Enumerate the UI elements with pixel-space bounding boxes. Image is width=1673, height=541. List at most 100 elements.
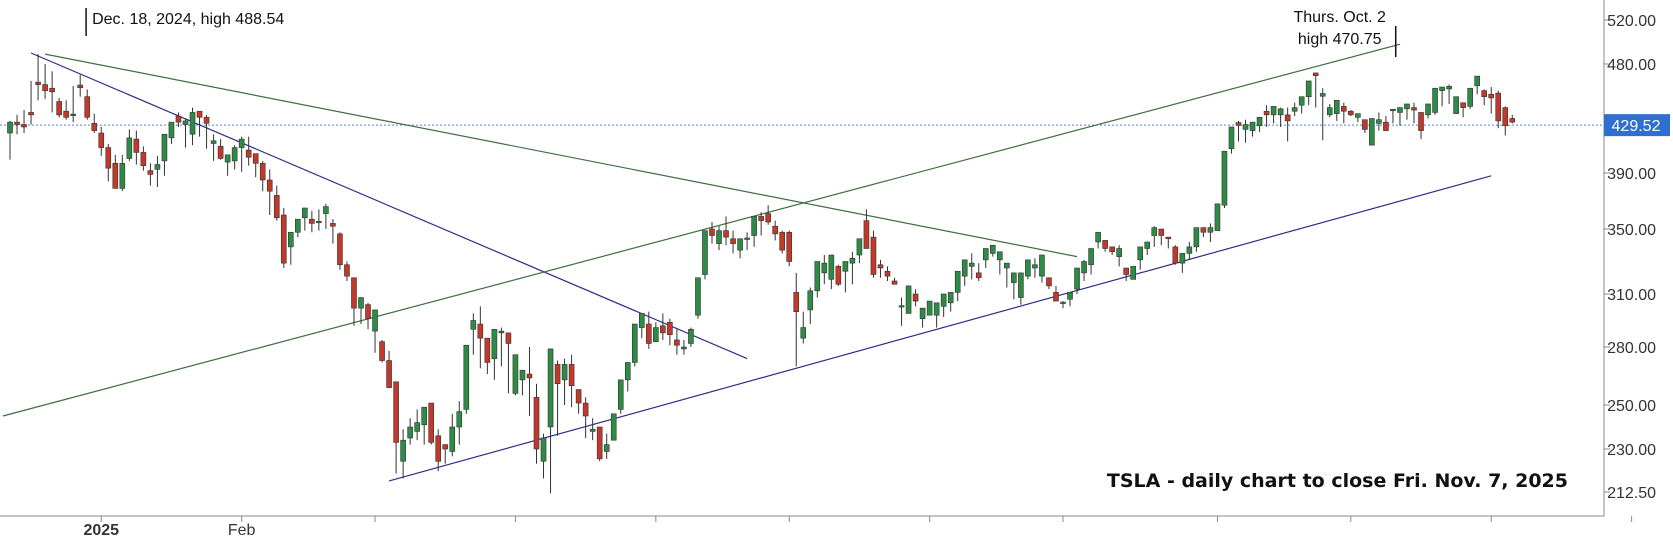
candle-body (456, 411, 463, 428)
candle-body (1074, 267, 1080, 290)
candle-body (449, 426, 456, 452)
candle (372, 309, 378, 353)
candle (1214, 203, 1221, 231)
candle (435, 429, 442, 472)
candle (407, 418, 413, 445)
candle-body (1341, 106, 1347, 112)
candle (140, 146, 147, 171)
candle (365, 302, 371, 330)
candle-body (168, 121, 175, 139)
candle-body (1221, 150, 1228, 206)
candle (1116, 245, 1122, 267)
candle (772, 220, 778, 241)
candle (1305, 80, 1312, 106)
candle (681, 339, 687, 355)
candle (997, 251, 1003, 275)
candle-body (154, 164, 161, 170)
candle (477, 306, 484, 369)
candle-body (814, 261, 821, 292)
candle-body (1460, 102, 1466, 108)
candle (1411, 102, 1417, 124)
trendline (2, 43, 1401, 417)
candle-body (695, 277, 701, 316)
candle-body (287, 231, 294, 248)
y-tick-label: 230.00 (1607, 442, 1656, 459)
candle (1249, 121, 1256, 137)
candle-body (245, 149, 252, 158)
candle-body (1060, 301, 1066, 304)
candle-body (547, 348, 554, 428)
candle-body (1067, 292, 1073, 300)
candle (1025, 259, 1031, 280)
candle-body (217, 146, 224, 159)
candle-body (1277, 108, 1284, 116)
candle-body (28, 112, 34, 116)
candle (1109, 246, 1115, 255)
candle (807, 287, 814, 325)
candle-body (1172, 246, 1179, 264)
candle-body (1249, 121, 1256, 131)
candle-body (1404, 103, 1410, 110)
candle-body (723, 230, 729, 238)
x-tick-label: Feb (228, 522, 256, 539)
candle (147, 163, 154, 186)
candle (1172, 245, 1179, 265)
candle (168, 121, 175, 144)
candle (295, 218, 301, 238)
candle (975, 263, 982, 281)
candle (954, 270, 961, 302)
candle (491, 329, 498, 380)
trendline (44, 53, 1078, 258)
candles (7, 54, 1516, 494)
candle-body (1235, 122, 1242, 126)
candle-body (905, 285, 912, 314)
candle-body (182, 120, 189, 125)
candle-body (617, 379, 624, 410)
candle-body (688, 329, 694, 344)
candle-body (758, 216, 764, 221)
candle-body (589, 428, 596, 432)
candle (231, 145, 238, 170)
candle-body (1095, 231, 1101, 243)
candle (912, 289, 919, 307)
candle (70, 85, 76, 123)
high-annotation: Dec. 18, 2024, high 488.54 (85, 8, 284, 36)
candle-body (302, 207, 308, 219)
candle-body (982, 248, 989, 261)
candle (730, 230, 736, 254)
candle-body (1158, 228, 1165, 236)
candle-body (1411, 107, 1417, 111)
candle-body (1488, 93, 1495, 99)
candle-body (1193, 227, 1200, 248)
candle-body (161, 133, 168, 162)
candle-body (295, 218, 301, 233)
candle (989, 244, 996, 257)
candle (1319, 88, 1326, 141)
candle-body (1004, 262, 1010, 269)
candle-body (1228, 126, 1235, 150)
candle (603, 433, 610, 459)
candle-body (1453, 96, 1459, 114)
trendlines (2, 43, 1492, 482)
candle (1509, 114, 1516, 124)
candle-body (147, 170, 154, 175)
candle (252, 153, 259, 178)
candle-body (1263, 110, 1270, 116)
candle-body (1319, 93, 1326, 97)
candle-body (1011, 272, 1017, 283)
candle-body (554, 364, 561, 385)
y-tick-label: 212.50 (1607, 485, 1656, 502)
candle (386, 350, 392, 388)
candle (758, 212, 764, 236)
candle-body (1348, 110, 1354, 116)
candle-body (1509, 118, 1516, 123)
candle-body (14, 121, 20, 125)
candle (1130, 266, 1136, 280)
candle (674, 329, 680, 355)
candle-body (323, 206, 329, 214)
candle (540, 433, 547, 479)
candle (449, 413, 456, 457)
candle-body (1186, 246, 1193, 254)
candle-body (631, 323, 638, 363)
candle (309, 210, 315, 233)
